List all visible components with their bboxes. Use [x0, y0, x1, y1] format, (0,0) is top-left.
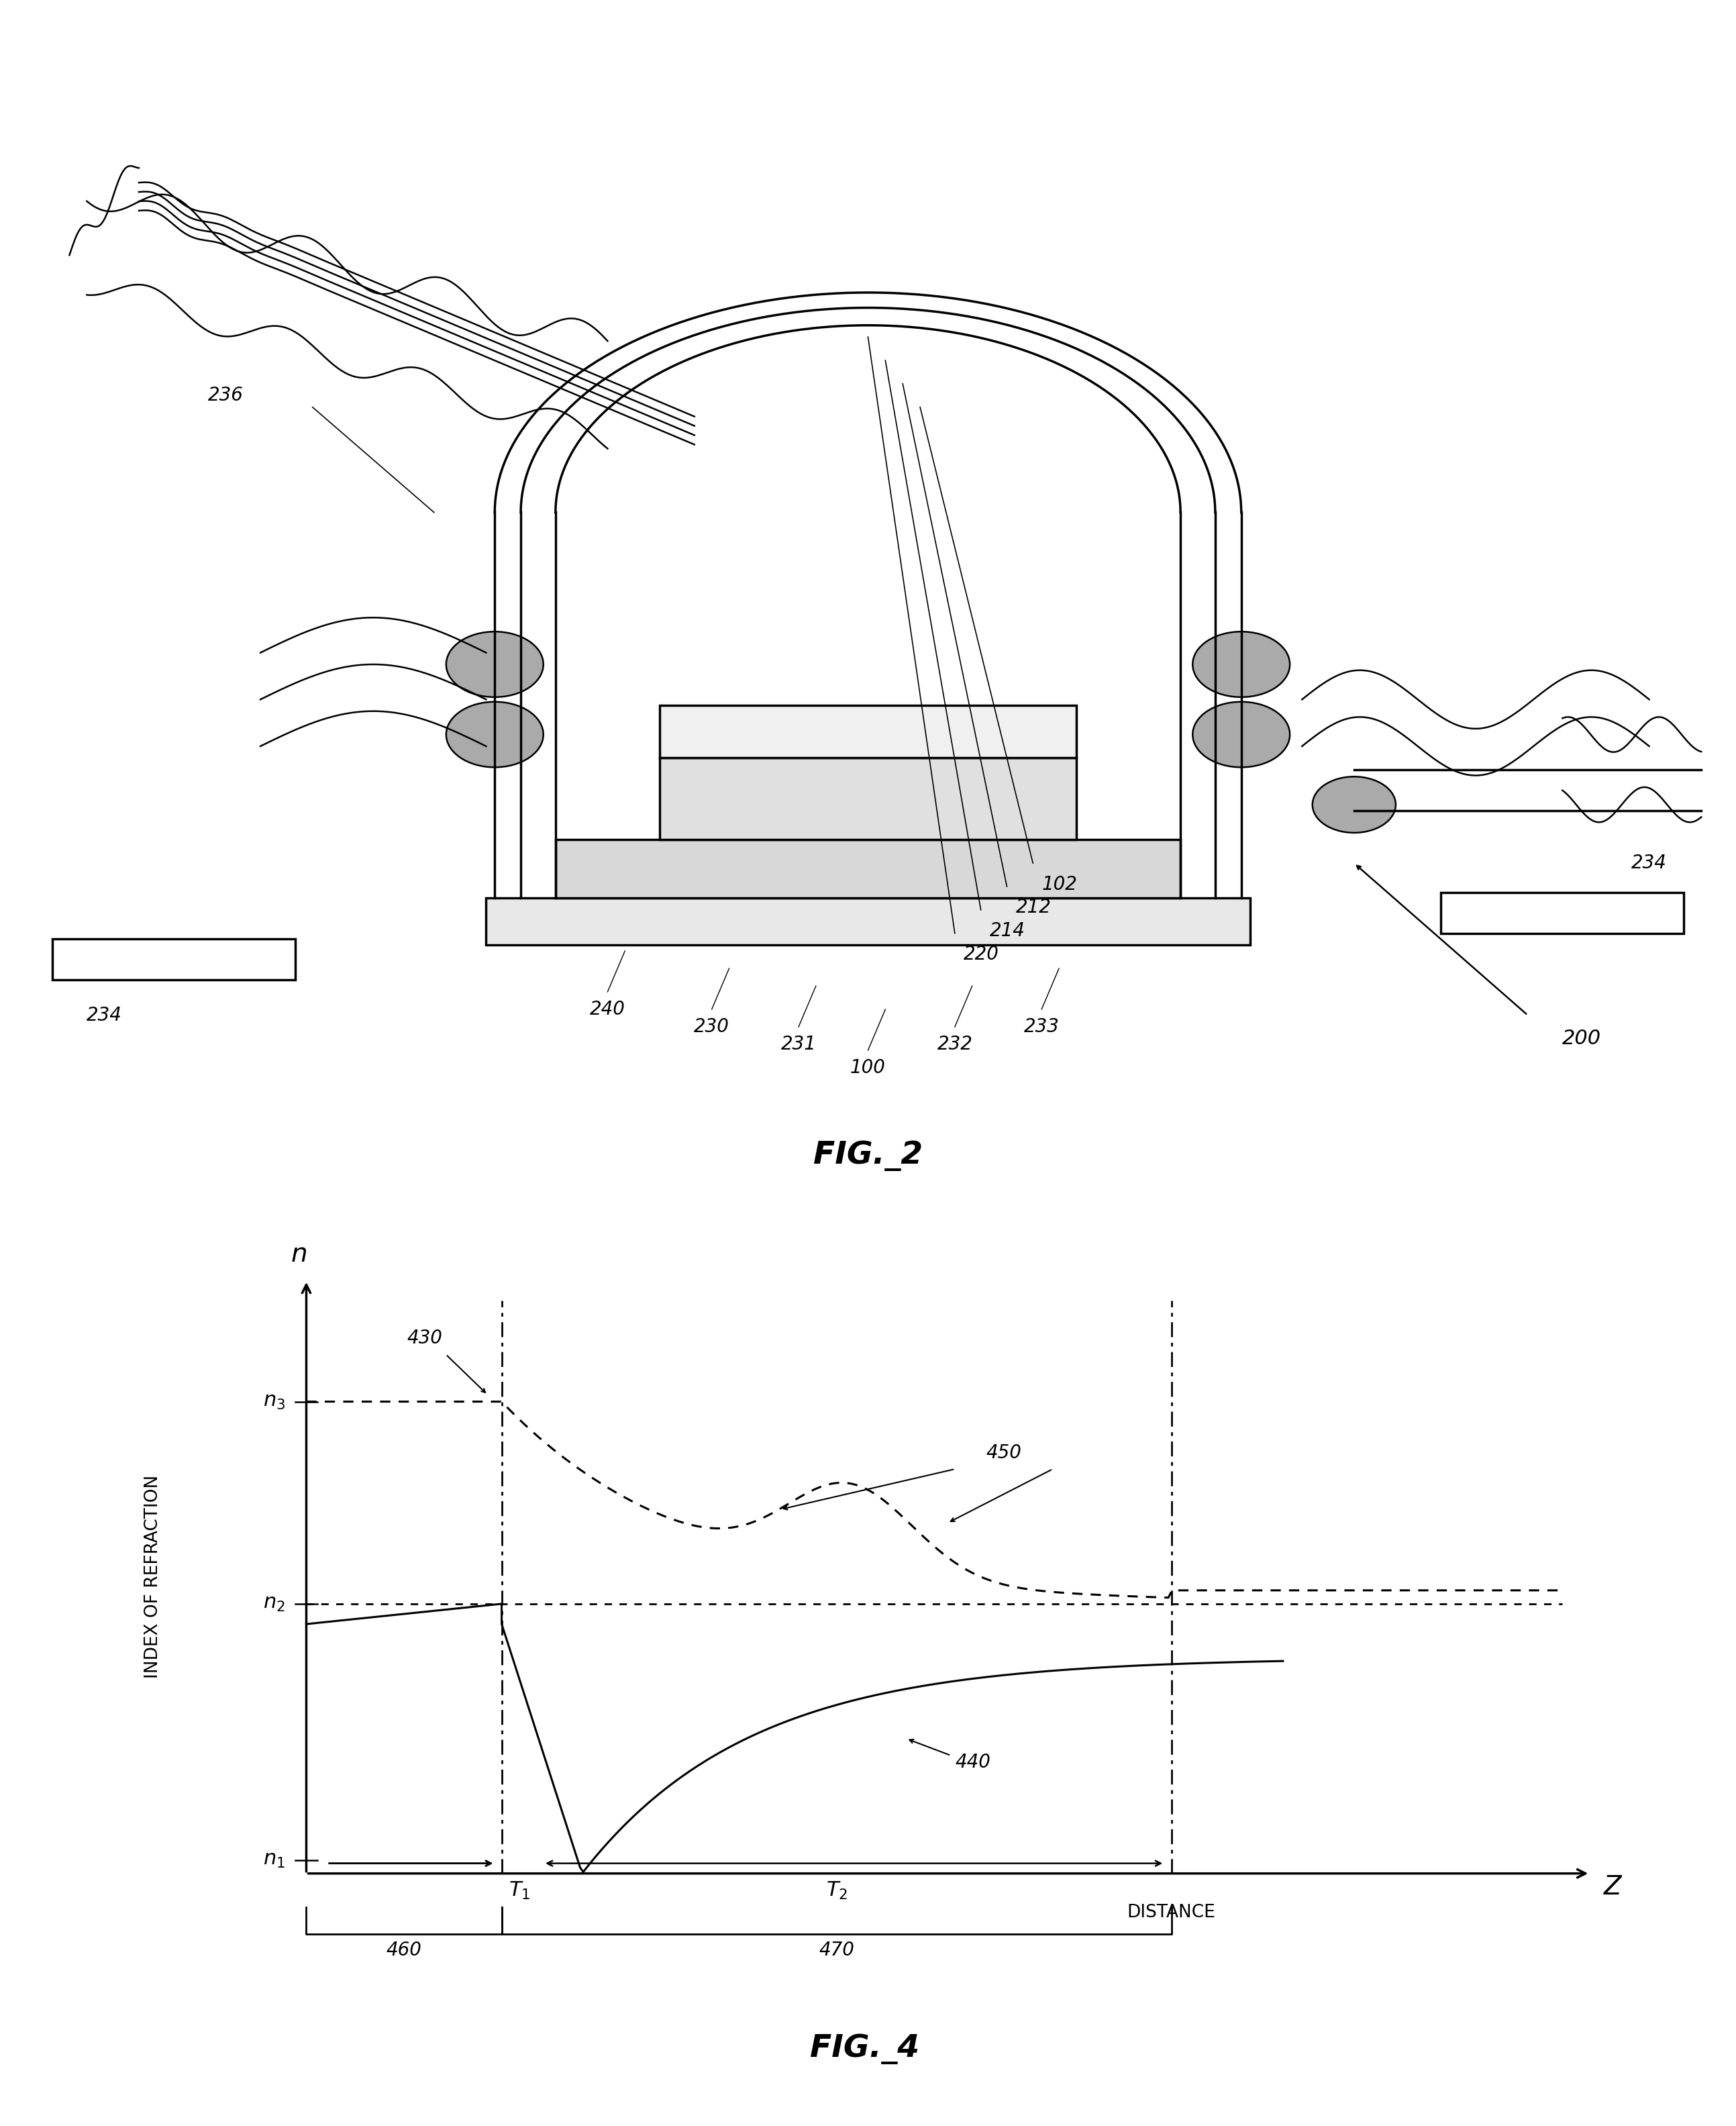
Text: DISTANCE: DISTANCE: [1127, 1903, 1215, 1922]
Text: 236: 236: [208, 387, 243, 404]
Text: $T_2$: $T_2$: [826, 1879, 847, 1901]
Text: n: n: [292, 1242, 307, 1267]
Bar: [1441, 893, 1684, 933]
Bar: [660, 757, 1076, 840]
Text: 232: 232: [937, 1035, 972, 1054]
Text: 220: 220: [963, 944, 998, 963]
Text: $n_2$: $n_2$: [264, 1594, 285, 1614]
Text: 212: 212: [1016, 897, 1050, 916]
Bar: [486, 897, 1250, 944]
Text: 100: 100: [851, 1059, 885, 1078]
Circle shape: [446, 702, 543, 767]
Text: 240: 240: [590, 999, 625, 1018]
Text: $n_1$: $n_1$: [264, 1850, 285, 1869]
Text: $T_1$: $T_1$: [509, 1879, 529, 1901]
Text: FIG._2: FIG._2: [812, 1140, 924, 1171]
Text: 214: 214: [990, 923, 1024, 940]
Text: 234: 234: [87, 1006, 122, 1025]
Text: 450: 450: [986, 1444, 1023, 1463]
Text: 440: 440: [955, 1752, 991, 1771]
Circle shape: [1193, 631, 1290, 697]
Text: 231: 231: [781, 1035, 816, 1054]
Text: 430: 430: [408, 1329, 443, 1348]
Text: 200: 200: [1562, 1029, 1601, 1048]
Bar: [52, 940, 295, 980]
Circle shape: [446, 631, 543, 697]
Circle shape: [1312, 776, 1396, 833]
Text: 234: 234: [1632, 855, 1667, 872]
Bar: [556, 840, 1180, 897]
Text: 102: 102: [1042, 874, 1076, 893]
Text: 470: 470: [819, 1941, 854, 1960]
Bar: [660, 706, 1076, 757]
Text: INDEX OF REFRACTION: INDEX OF REFRACTION: [144, 1475, 161, 1680]
Text: 460: 460: [385, 1941, 422, 1960]
Text: 233: 233: [1024, 1018, 1059, 1035]
Text: Z: Z: [1604, 1875, 1621, 1901]
Text: 230: 230: [694, 1018, 729, 1035]
Text: $n_3$: $n_3$: [264, 1393, 285, 1412]
Text: FIG._4: FIG._4: [809, 2032, 918, 2064]
Circle shape: [1193, 702, 1290, 767]
